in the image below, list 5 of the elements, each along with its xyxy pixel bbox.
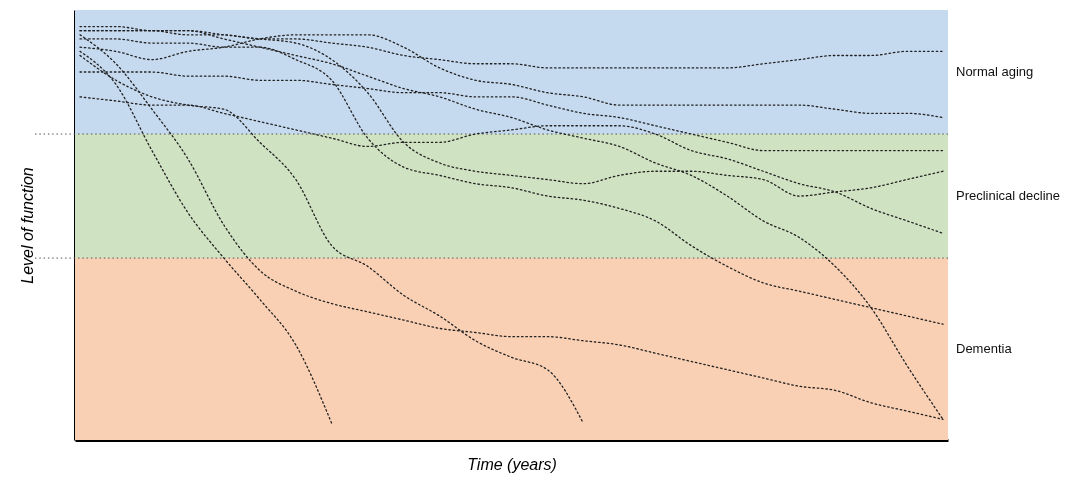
band-label: Preclinical decline (956, 188, 1061, 204)
y-axis-title: Level of function (18, 167, 36, 284)
x-axis-title: Time (years) (467, 455, 557, 473)
band-label: Dementia (956, 341, 1013, 357)
band-label: Normal aging (956, 64, 1034, 80)
